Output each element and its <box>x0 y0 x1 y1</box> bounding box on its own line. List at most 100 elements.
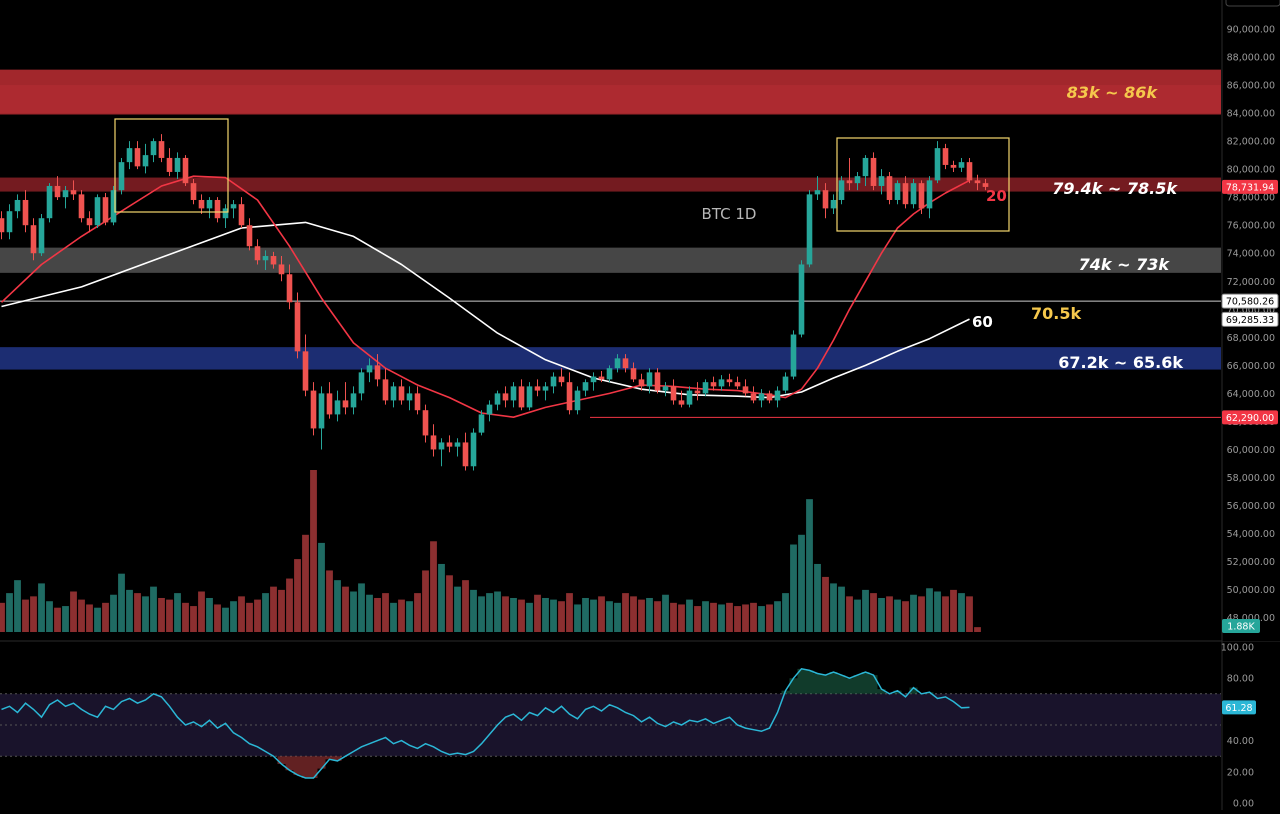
candle-body <box>342 400 349 408</box>
candle-body <box>70 190 77 195</box>
rsi-line <box>1 667 970 779</box>
volume-bar <box>678 604 685 632</box>
volume-bar <box>966 596 973 632</box>
candle-body <box>870 157 877 186</box>
volume-bar <box>46 601 53 632</box>
volume-bar <box>702 601 709 632</box>
candle-body <box>590 376 597 383</box>
volume-bar <box>534 594 541 632</box>
volume-bar <box>894 599 901 632</box>
volume-bar <box>926 588 933 632</box>
volume-bar <box>462 580 469 632</box>
candle-body <box>502 393 509 401</box>
candle-body <box>830 199 837 209</box>
volume-bar <box>446 575 453 632</box>
volume-bar <box>950 589 957 632</box>
candle-body <box>118 162 125 191</box>
volume-bar <box>30 596 37 632</box>
levels-layer <box>0 300 1221 418</box>
candle-body <box>822 190 829 209</box>
candle-body <box>54 185 61 198</box>
price-tag-label: 78,731.94 <box>1226 182 1274 193</box>
candle-body <box>190 183 197 200</box>
volume-bar <box>150 586 157 632</box>
price-tick-label: 52,000.00 <box>1227 557 1275 568</box>
candle-body <box>326 393 333 415</box>
volume-bar <box>694 606 701 632</box>
volume-bar <box>934 591 941 632</box>
price-tag-label: 70,580.26 <box>1226 297 1274 308</box>
volume-bar <box>750 602 757 632</box>
volume-bar <box>910 594 917 632</box>
volume-bar <box>422 570 429 632</box>
highlight-box <box>114 118 229 213</box>
volume-bar <box>870 593 877 632</box>
candle-body <box>334 400 341 415</box>
candle-body <box>750 393 757 401</box>
candle-body <box>142 155 149 167</box>
price-tick-label: 90,000.00 <box>1227 25 1275 36</box>
candle-body <box>398 386 405 401</box>
candle-body <box>862 157 869 177</box>
candle-body <box>710 382 717 387</box>
candle-body <box>270 256 277 265</box>
volume-bar <box>158 597 165 632</box>
volume-bar <box>374 597 381 632</box>
volume-bar <box>686 599 693 632</box>
candle-body <box>206 199 213 209</box>
volume-bar <box>398 599 405 632</box>
candle-body <box>966 162 973 181</box>
volume-bar <box>358 583 365 632</box>
candle-body <box>838 180 845 200</box>
volume-bar <box>254 599 261 632</box>
volume-bar <box>598 596 605 632</box>
volume-bar <box>606 601 613 632</box>
volume-bar <box>758 606 765 632</box>
volume-bar <box>798 534 805 632</box>
candle-body <box>774 390 781 401</box>
volume-bar <box>902 601 909 632</box>
candle-body <box>846 180 853 184</box>
volume-bar <box>390 602 397 632</box>
candle-body <box>734 382 741 387</box>
candle-body <box>222 208 229 219</box>
volume-bar <box>54 607 61 632</box>
volume-bar <box>214 604 221 632</box>
volume-bar <box>614 602 621 632</box>
volume-bar <box>286 578 293 632</box>
candle-body <box>566 382 573 411</box>
volume-bar <box>326 570 333 632</box>
candle-body <box>246 225 253 247</box>
candle-body <box>574 390 581 411</box>
volume-bar <box>590 599 597 632</box>
volume-bar <box>198 591 205 632</box>
candle-body <box>198 199 205 209</box>
volume-bar <box>846 596 853 632</box>
candle-body <box>462 442 469 467</box>
volume-bar <box>366 594 373 632</box>
volume-tag <box>1222 619 1260 633</box>
candle-body <box>854 176 861 184</box>
volume-bar <box>102 602 109 632</box>
volume-bar <box>622 593 629 632</box>
candle-body <box>798 264 805 335</box>
candle-body <box>694 390 701 394</box>
candle-body <box>470 432 477 467</box>
price-tag <box>1222 179 1278 194</box>
price-tick-label: 86,000.00 <box>1227 81 1275 92</box>
volume-bar <box>526 602 533 632</box>
volume-bar <box>822 576 829 632</box>
candle-body <box>78 194 85 219</box>
candle-body <box>950 164 957 168</box>
rsi-tick-label: 40.00 <box>1227 736 1254 747</box>
volume-bar <box>766 604 773 632</box>
candle-body <box>438 442 445 450</box>
price-tick-label: 88,000.00 <box>1227 53 1275 64</box>
candle-body <box>0 218 5 233</box>
zone-band <box>0 69 1221 115</box>
price-tick-label: 58,000.00 <box>1227 473 1275 484</box>
volume-bar <box>406 601 413 632</box>
volume-bar <box>206 597 213 632</box>
candle-body <box>942 148 949 165</box>
